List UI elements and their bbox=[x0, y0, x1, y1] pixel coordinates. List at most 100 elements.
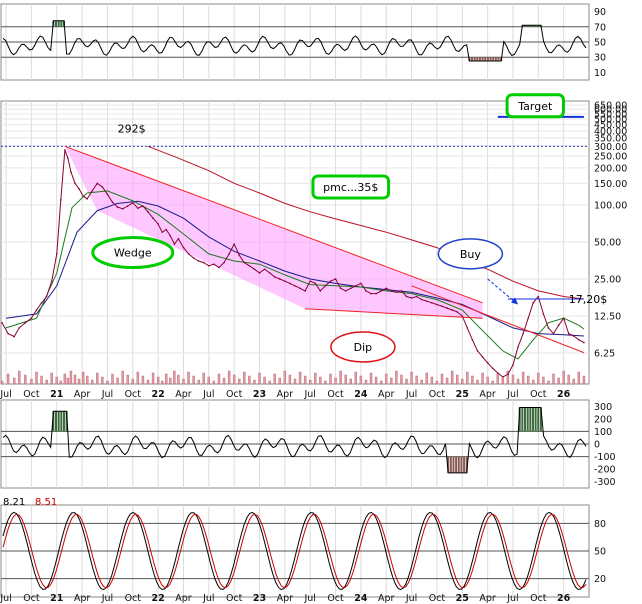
price-close-point bbox=[161, 231, 163, 234]
price-close-point bbox=[238, 254, 241, 257]
price-close-point bbox=[74, 182, 76, 185]
stoch-y-tick-label: 50 bbox=[594, 547, 606, 558]
price-close-point bbox=[360, 282, 362, 285]
price-close-point bbox=[147, 210, 149, 213]
wedge-lower-line bbox=[305, 308, 483, 319]
price-close-point bbox=[233, 243, 235, 245]
moving-average-mid-line bbox=[6, 200, 584, 337]
volume-bar bbox=[232, 374, 236, 385]
volume-bar bbox=[511, 374, 515, 385]
price-close-point bbox=[344, 290, 347, 292]
price-close-point bbox=[273, 276, 276, 278]
x-tick-label: Apr bbox=[175, 593, 192, 604]
volume-bar bbox=[126, 374, 129, 385]
price-close-point bbox=[299, 287, 301, 290]
volume-bar bbox=[12, 377, 16, 385]
price-close-point bbox=[349, 287, 352, 290]
price-close-point bbox=[355, 285, 357, 287]
rsi-y-tick-label: 10 bbox=[594, 68, 606, 79]
price-y-tick-label: 350.00 bbox=[594, 134, 627, 145]
price-close-line bbox=[1, 149, 585, 378]
price-close-point bbox=[202, 261, 205, 264]
price-close-point bbox=[157, 223, 159, 225]
volume-bar bbox=[212, 380, 216, 385]
x-tick-label: 23 bbox=[253, 389, 266, 400]
price-close-point bbox=[106, 193, 109, 196]
price-close-point bbox=[578, 339, 580, 341]
volume-bar bbox=[466, 371, 469, 385]
volume-bar bbox=[50, 372, 53, 385]
volume-bar bbox=[430, 376, 434, 385]
x-tick-label: 26 bbox=[557, 593, 571, 604]
x-tick-label: Apr bbox=[479, 593, 496, 604]
volume-bar bbox=[106, 380, 109, 385]
volume-bar bbox=[314, 372, 317, 385]
volume-bar bbox=[35, 371, 38, 385]
volume-bar bbox=[537, 372, 540, 385]
x-tick-label: Jul bbox=[202, 389, 214, 400]
x-tick-label: Apr bbox=[74, 593, 91, 604]
x-tick-label: 24 bbox=[354, 593, 368, 604]
x-tick-label: Jul bbox=[0, 389, 12, 400]
volume-bar bbox=[445, 377, 449, 385]
volume-bar bbox=[303, 375, 307, 385]
volume-bar bbox=[577, 371, 581, 385]
volume-bar bbox=[471, 375, 474, 385]
volume-bar bbox=[6, 373, 10, 385]
stoch-d-line bbox=[2, 513, 587, 589]
price-close-point bbox=[24, 322, 27, 324]
volume-bar bbox=[248, 375, 251, 385]
price-close-point bbox=[304, 290, 306, 292]
volume-bar bbox=[542, 376, 545, 385]
x-tick-label: Oct bbox=[125, 389, 142, 400]
price-close-point bbox=[173, 243, 176, 245]
x-tick-label: Apr bbox=[277, 593, 294, 604]
volume-bar bbox=[253, 379, 256, 385]
price-close-point bbox=[385, 287, 388, 290]
volume-bar bbox=[516, 378, 520, 385]
volume-bar bbox=[450, 370, 454, 385]
volume-bar bbox=[369, 372, 373, 385]
volume-bar bbox=[73, 374, 77, 385]
volume-bar bbox=[116, 377, 119, 385]
cci-y-tick-label: -100 bbox=[594, 452, 616, 463]
volume-bar bbox=[40, 375, 43, 385]
x-tick-label: Oct bbox=[429, 593, 446, 604]
annotation-ellipse-wedge bbox=[91, 236, 175, 270]
volume-bar bbox=[400, 374, 403, 385]
price-close-point bbox=[527, 317, 529, 319]
volume-bar bbox=[385, 373, 388, 385]
volume-bar bbox=[91, 379, 94, 385]
stoch-d-label: 8.51 bbox=[35, 497, 57, 508]
volume-bar bbox=[30, 378, 33, 385]
volume-bar bbox=[521, 371, 525, 385]
volume-bar bbox=[273, 373, 276, 385]
price-y-tick-label: 150.00 bbox=[594, 179, 627, 190]
price-close-point bbox=[131, 202, 134, 204]
volume-bar bbox=[77, 378, 81, 385]
price-close-point bbox=[334, 278, 337, 280]
volume-bar bbox=[111, 373, 114, 385]
volume-bar bbox=[69, 370, 73, 385]
x-tick-label: Oct bbox=[23, 389, 40, 400]
volume-bar bbox=[207, 376, 211, 385]
wedge-fill bbox=[64, 146, 483, 319]
volume-bar bbox=[18, 370, 21, 385]
x-tick-label: Oct bbox=[530, 389, 547, 400]
volume-bar bbox=[146, 379, 150, 385]
moving-average-long-line bbox=[147, 145, 584, 300]
price-close-point bbox=[476, 350, 479, 352]
x-tick-label: Apr bbox=[479, 389, 496, 400]
price-close-point bbox=[552, 332, 555, 335]
price-close-point bbox=[30, 317, 33, 319]
volume-bar bbox=[582, 375, 586, 385]
price-close-point bbox=[182, 246, 185, 249]
volume-bar bbox=[156, 376, 160, 385]
cci-y-tick-label: 100 bbox=[594, 427, 612, 438]
volume-bar bbox=[202, 372, 205, 385]
price-close-point bbox=[192, 257, 195, 259]
volume-bar bbox=[169, 377, 172, 385]
annotation-text-17-20: 17,20$ bbox=[569, 293, 608, 306]
price-close-point bbox=[491, 367, 494, 370]
x-tick-label: Jul bbox=[303, 593, 315, 604]
